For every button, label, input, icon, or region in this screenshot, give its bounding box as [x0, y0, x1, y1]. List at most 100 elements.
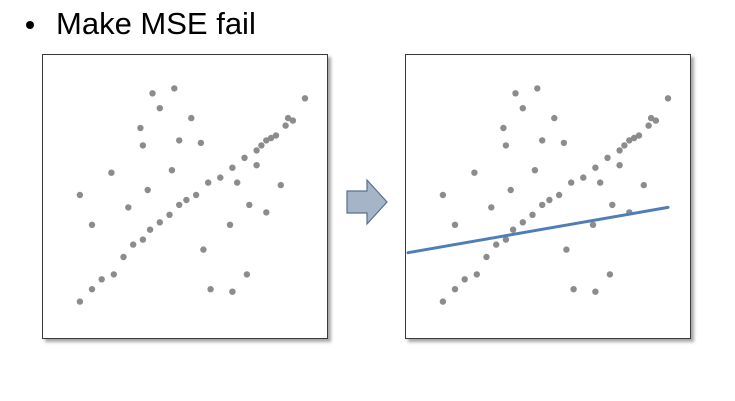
after-point-13 — [568, 179, 575, 186]
after-point-9 — [529, 211, 536, 218]
before-point-32 — [144, 186, 151, 194]
after-point-5 — [493, 241, 500, 248]
after-point-10 — [539, 201, 546, 209]
after-point-17 — [616, 147, 623, 154]
after-point-23 — [647, 114, 655, 122]
before-point-28 — [108, 169, 115, 176]
before-point-16 — [241, 154, 248, 161]
after-point-40 — [563, 246, 570, 253]
before-point-42 — [226, 221, 234, 228]
after-point-15 — [592, 164, 599, 171]
right-arrow-icon — [345, 178, 389, 226]
before-point-15 — [229, 164, 236, 171]
before-point-34 — [156, 105, 163, 112]
before-point-4 — [120, 253, 127, 261]
before-point-27 — [88, 221, 96, 228]
before-point-39 — [197, 139, 205, 147]
after-point-46 — [609, 201, 616, 209]
after-point-12 — [555, 191, 563, 199]
after-point-45 — [606, 271, 614, 278]
scatter-plot-after — [405, 54, 691, 339]
before-point-30 — [137, 124, 144, 132]
before-point-19 — [272, 132, 280, 139]
before-point-9 — [166, 211, 173, 218]
after-point-19 — [635, 132, 643, 139]
before-point-44 — [234, 179, 241, 186]
before-point-8 — [156, 219, 163, 226]
before-point-22 — [301, 95, 309, 102]
before-point-6 — [139, 236, 147, 243]
before-point-31 — [139, 142, 147, 149]
after-point-21 — [652, 117, 660, 124]
before-point-41 — [207, 286, 214, 293]
after-point-7 — [509, 226, 517, 233]
before-point-36 — [171, 85, 178, 92]
before-point-46 — [246, 201, 253, 209]
before-point-24 — [267, 134, 275, 142]
after-point-35 — [531, 167, 539, 174]
after-point-3 — [473, 271, 480, 278]
after-point-42 — [589, 221, 597, 228]
after-point-20 — [645, 122, 652, 129]
scatter-plot-before-canvas — [76, 85, 309, 305]
after-point-25 — [621, 142, 628, 149]
after-point-14 — [580, 174, 587, 181]
after-point-8 — [519, 219, 526, 226]
after-point-29 — [488, 204, 495, 211]
before-point-20 — [282, 122, 289, 129]
before-point-2 — [98, 276, 105, 283]
before-point-48 — [263, 209, 270, 216]
after-point-26 — [439, 191, 447, 199]
before-point-21 — [289, 117, 297, 124]
before-point-45 — [243, 271, 251, 278]
after-point-39 — [560, 139, 568, 147]
after-point-22 — [664, 95, 672, 102]
after-point-18 — [626, 137, 633, 144]
after-point-0 — [439, 298, 447, 305]
before-point-10 — [176, 201, 183, 209]
after-point-49 — [640, 181, 647, 189]
after-point-41 — [570, 286, 577, 293]
before-point-33 — [149, 90, 156, 97]
after-point-1 — [451, 286, 459, 293]
before-point-23 — [284, 114, 292, 122]
before-point-25 — [258, 142, 265, 149]
before-point-3 — [110, 271, 118, 278]
after-fit-line — [406, 205, 670, 255]
before-point-7 — [146, 226, 154, 233]
after-point-43 — [592, 288, 599, 295]
after-point-16 — [604, 154, 611, 161]
after-point-32 — [507, 186, 514, 194]
scatter-plot-after-canvas — [406, 85, 672, 305]
after-point-27 — [451, 221, 459, 228]
before-point-13 — [205, 179, 212, 186]
before-point-37 — [176, 137, 183, 144]
after-point-36 — [534, 85, 541, 92]
before-point-47 — [253, 162, 260, 169]
before-point-40 — [200, 246, 207, 253]
after-point-30 — [500, 124, 507, 132]
before-point-29 — [125, 204, 132, 211]
before-point-18 — [263, 137, 270, 144]
before-point-12 — [192, 191, 200, 199]
before-point-11 — [183, 196, 190, 204]
bullet-text: Make MSE fail — [56, 6, 256, 41]
bullet-item: Make MSE fail — [26, 4, 256, 44]
before-point-0 — [76, 298, 84, 305]
after-point-24 — [630, 134, 638, 142]
after-point-33 — [512, 90, 519, 97]
after-point-2 — [461, 276, 468, 283]
after-point-47 — [616, 162, 623, 169]
before-point-35 — [168, 167, 176, 174]
after-point-44 — [597, 179, 604, 186]
before-point-26 — [76, 191, 84, 199]
after-point-28 — [471, 169, 478, 176]
after-point-34 — [519, 105, 526, 112]
before-point-14 — [217, 174, 224, 181]
after-point-38 — [551, 114, 558, 122]
before-point-1 — [88, 286, 96, 293]
scatter-plot-before — [42, 54, 328, 339]
after-point-37 — [539, 137, 546, 144]
after-point-6 — [502, 236, 510, 243]
bullet-dot — [26, 21, 34, 29]
